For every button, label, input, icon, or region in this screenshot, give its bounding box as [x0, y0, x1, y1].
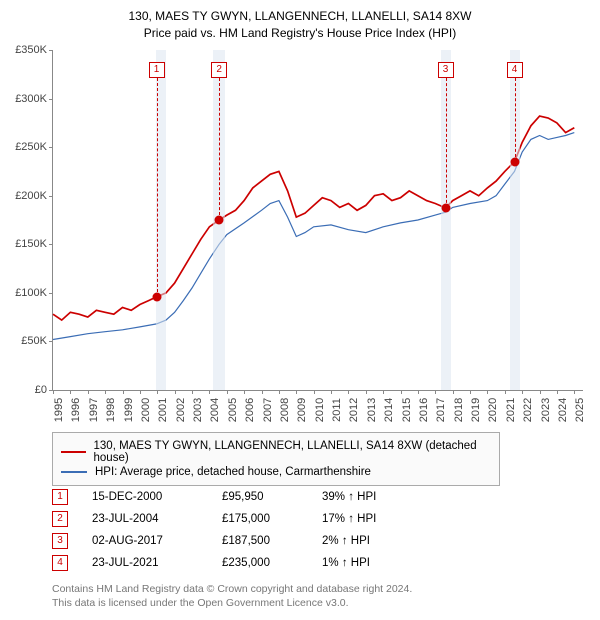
x-axis-label: 2002: [175, 398, 187, 422]
sale-price: £235,000: [222, 557, 322, 569]
x-axis-label: 2020: [487, 398, 499, 422]
x-axis-label: 2003: [192, 398, 204, 422]
sale-marker: 1: [52, 489, 68, 505]
x-axis-label: 1996: [70, 398, 82, 422]
x-axis-label: 1997: [88, 398, 100, 422]
x-axis-label: 2024: [557, 398, 569, 422]
sale-diff: 2% ↑ HPI: [322, 535, 412, 547]
x-axis-label: 2006: [244, 398, 256, 422]
sale-row: 2 23-JUL-2004£175,00017% ↑ HPI: [52, 508, 412, 530]
x-axis-label: 2010: [314, 398, 326, 422]
marker-label: 1: [149, 62, 165, 78]
x-axis-label: 2013: [366, 398, 378, 422]
x-axis-label: 2016: [418, 398, 430, 422]
sale-marker: 3: [52, 533, 68, 549]
chart-title: 130, MAES TY GWYN, LLANGENNECH, LLANELLI…: [0, 0, 600, 42]
marker-dot: [441, 203, 450, 212]
sale-marker: 4: [52, 555, 68, 571]
legend-swatch: [61, 471, 87, 473]
y-axis-label: £100K: [3, 287, 47, 299]
marker-label: 2: [211, 62, 227, 78]
footer-line1: Contains HM Land Registry data © Crown c…: [52, 582, 412, 596]
sale-row: 3 02-AUG-2017£187,5002% ↑ HPI: [52, 530, 412, 552]
y-axis-label: £150K: [3, 238, 47, 250]
x-axis-label: 2001: [157, 398, 169, 422]
x-axis-label: 2014: [383, 398, 395, 422]
x-axis-label: 2004: [209, 398, 221, 422]
sales-table: 1 15-DEC-2000£95,95039% ↑ HPI 2 23-JUL-2004…: [52, 486, 412, 574]
x-axis-label: 2007: [262, 398, 274, 422]
legend-label: HPI: Average price, detached house, Carm…: [95, 466, 371, 478]
y-axis-label: £0: [3, 384, 47, 396]
sale-marker: 2: [52, 511, 68, 527]
sale-date: 02-AUG-2017: [92, 535, 222, 547]
chart-container: 130, MAES TY GWYN, LLANGENNECH, LLANELLI…: [0, 0, 600, 620]
marker-dot: [510, 157, 519, 166]
sale-date: 15-DEC-2000: [92, 491, 222, 503]
x-axis-label: 1995: [53, 398, 65, 422]
x-axis-label: 2005: [227, 398, 239, 422]
x-axis-label: 2023: [540, 398, 552, 422]
series-hpi: [53, 133, 574, 340]
sale-price: £175,000: [222, 513, 322, 525]
sale-date: 23-JUL-2004: [92, 513, 222, 525]
legend-item-property: 130, MAES TY GWYN, LLANGENNECH, LLANELLI…: [61, 440, 491, 464]
title-line1: 130, MAES TY GWYN, LLANGENNECH, LLANELLI…: [0, 8, 600, 25]
x-axis-label: 2019: [470, 398, 482, 422]
sale-row: 4 23-JUL-2021£235,0001% ↑ HPI: [52, 552, 412, 574]
marker-dot: [215, 216, 224, 225]
y-axis-label: £250K: [3, 141, 47, 153]
marker-line: [446, 78, 447, 208]
x-axis-label: 2009: [296, 398, 308, 422]
legend-item-hpi: HPI: Average price, detached house, Carm…: [61, 466, 491, 478]
series-property: [53, 116, 574, 320]
sale-price: £95,950: [222, 491, 322, 503]
chart-lines: [53, 50, 583, 390]
y-axis-label: £50K: [3, 335, 47, 347]
x-axis-label: 2021: [505, 398, 517, 422]
legend: 130, MAES TY GWYN, LLANGENNECH, LLANELLI…: [52, 432, 500, 486]
marker-label: 3: [438, 62, 454, 78]
legend-swatch: [61, 451, 86, 453]
y-axis-label: £200K: [3, 190, 47, 202]
sale-row: 1 15-DEC-2000£95,95039% ↑ HPI: [52, 486, 412, 508]
marker-label: 4: [507, 62, 523, 78]
marker-dot: [152, 292, 161, 301]
x-axis-label: 2018: [453, 398, 465, 422]
footer-line2: This data is licensed under the Open Gov…: [52, 596, 412, 610]
marker-line: [515, 78, 516, 162]
plot-area: £0£50K£100K£150K£200K£250K£300K£350K1995…: [52, 50, 583, 391]
sale-date: 23-JUL-2021: [92, 557, 222, 569]
marker-line: [157, 78, 158, 297]
x-axis-label: 2000: [140, 398, 152, 422]
x-axis-label: 2008: [279, 398, 291, 422]
marker-line: [219, 78, 220, 220]
x-axis-label: 1998: [105, 398, 117, 422]
sale-price: £187,500: [222, 535, 322, 547]
sale-diff: 39% ↑ HPI: [322, 491, 412, 503]
x-axis-label: 2017: [435, 398, 447, 422]
x-axis-label: 2025: [574, 398, 586, 422]
legend-label: 130, MAES TY GWYN, LLANGENNECH, LLANELLI…: [94, 440, 491, 464]
footer: Contains HM Land Registry data © Crown c…: [52, 582, 412, 610]
sale-diff: 17% ↑ HPI: [322, 513, 412, 525]
x-axis-label: 1999: [123, 398, 135, 422]
title-line2: Price paid vs. HM Land Registry's House …: [0, 25, 600, 42]
x-axis-label: 2012: [348, 398, 360, 422]
x-axis-label: 2015: [401, 398, 413, 422]
y-axis-label: £300K: [3, 93, 47, 105]
x-axis-label: 2011: [331, 398, 343, 422]
x-axis-label: 2022: [522, 398, 534, 422]
sale-diff: 1% ↑ HPI: [322, 557, 412, 569]
y-axis-label: £350K: [3, 44, 47, 56]
